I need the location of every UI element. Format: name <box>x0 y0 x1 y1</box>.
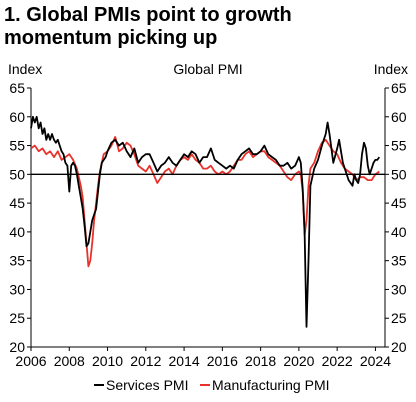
y-tick-label-right: 35 <box>391 253 407 269</box>
y-tick-label-right: 45 <box>391 195 407 211</box>
y-tick-label-right: 50 <box>391 166 407 182</box>
y-tick-label-left: 20 <box>9 339 25 355</box>
y-tick-label-left: 65 <box>9 80 25 96</box>
y-tick-label-left: 50 <box>9 166 25 182</box>
y-tick-label-left: 45 <box>9 195 25 211</box>
x-tick-label: 2016 <box>207 353 238 369</box>
y-tick-label-right: 40 <box>391 224 407 240</box>
y-tick-label-left: 35 <box>9 253 25 269</box>
y-tick-label-right: 25 <box>391 310 407 326</box>
y-tick-label-left: 55 <box>9 138 25 154</box>
x-tick-label: 2006 <box>15 353 46 369</box>
y-tick-label-right: 20 <box>391 339 407 355</box>
y-tick-label-right: 65 <box>391 80 407 96</box>
x-tick-label: 2008 <box>54 353 85 369</box>
x-tick-label: 2010 <box>92 353 123 369</box>
plot-area <box>30 115 385 328</box>
legend: Services PMI Manufacturing PMI <box>94 377 330 393</box>
y-tick-label-left: 30 <box>9 281 25 297</box>
x-tick-label: 2020 <box>283 353 314 369</box>
y-tick-label-right: 30 <box>391 281 407 297</box>
x-tick-label: 2014 <box>169 353 200 369</box>
y-tick-label-left: 60 <box>9 109 25 125</box>
x-tick-label: 2012 <box>130 353 161 369</box>
y-tick-label-left: 25 <box>9 310 25 326</box>
figure-title-line-1: 1. Global PMIs point to growth <box>4 4 292 26</box>
chart-title: Global PMI <box>173 61 242 77</box>
x-tick-label: 2022 <box>322 353 353 369</box>
y-axis-label-right: Index <box>374 61 408 77</box>
services-pmi-line <box>30 115 381 328</box>
legend-label-manufacturing: Manufacturing PMI <box>212 377 330 393</box>
figure-title-line-2: momentum picking up <box>4 27 218 49</box>
y-axis-label-left: Index <box>8 61 42 77</box>
x-tick-label: 2018 <box>245 353 276 369</box>
y-tick-label-right: 55 <box>391 138 407 154</box>
legend-label-services: Services PMI <box>106 377 188 393</box>
y-tick-label-right: 60 <box>391 109 407 125</box>
figure-title: 1. Global PMIs point to growth momentum … <box>4 4 409 50</box>
y-tick-label-left: 40 <box>9 224 25 240</box>
x-tick-label: 2024 <box>360 353 391 369</box>
